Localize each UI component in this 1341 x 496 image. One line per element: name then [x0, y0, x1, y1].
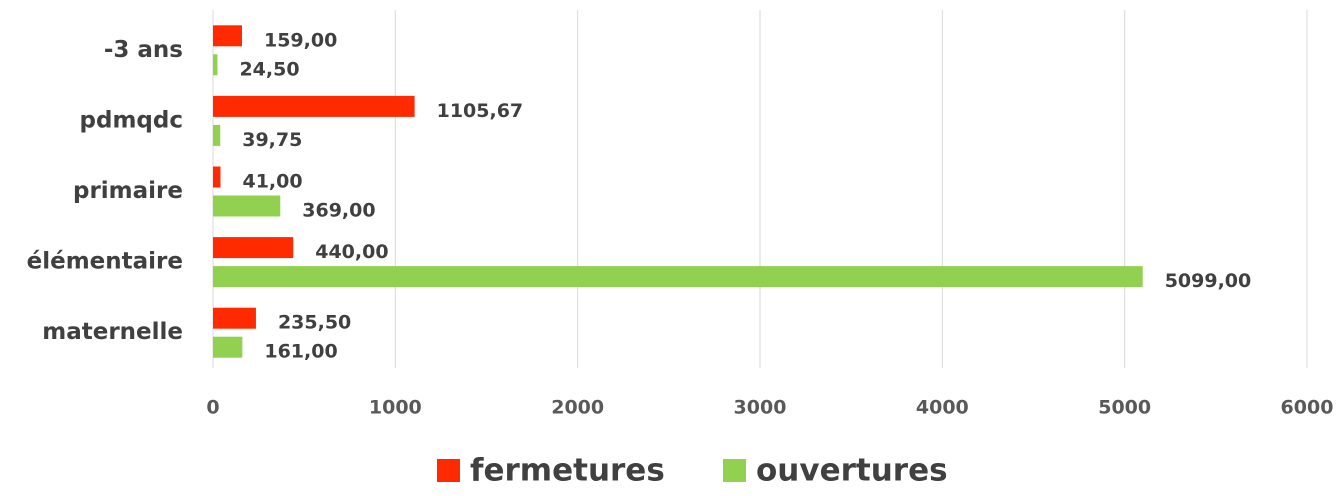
- bar: [213, 25, 242, 47]
- category-label: pdmqdc: [80, 107, 183, 133]
- bar: [213, 336, 243, 358]
- value-label: 5099,00: [1165, 270, 1252, 292]
- value-label: 440,00: [315, 241, 388, 263]
- legend-label: fermetures: [470, 453, 665, 489]
- bar: [213, 266, 1143, 288]
- value-label: 235,50: [278, 312, 351, 334]
- legend-swatch: [723, 459, 746, 482]
- x-tick-label: 2000: [551, 397, 604, 419]
- value-label: 159,00: [264, 29, 337, 51]
- bar: [213, 195, 281, 217]
- category-label: élémentaire: [27, 249, 183, 275]
- x-tick-label: 6000: [1281, 397, 1334, 419]
- value-label: 1105,67: [437, 100, 524, 122]
- category-label: maternelle: [42, 319, 183, 345]
- value-label: 39,75: [242, 129, 302, 151]
- category-label: -3 ans: [104, 37, 183, 63]
- value-label: 41,00: [242, 171, 302, 193]
- bar: [213, 54, 218, 76]
- bar: [213, 237, 294, 259]
- legend-label: ouvertures: [756, 453, 948, 489]
- value-label: 369,00: [302, 200, 375, 222]
- x-tick-label: 1000: [369, 397, 422, 419]
- bar: [213, 95, 415, 117]
- x-tick-label: 4000: [916, 397, 969, 419]
- value-label: 161,00: [264, 341, 337, 363]
- bar: [213, 166, 221, 188]
- x-tick-label: 5000: [1098, 397, 1151, 419]
- bar: [213, 124, 221, 146]
- bar: [213, 307, 256, 329]
- x-tick-label: 0: [206, 397, 219, 419]
- value-label: 24,50: [239, 58, 299, 80]
- category-label: primaire: [73, 178, 183, 204]
- x-tick-label: 3000: [734, 397, 787, 419]
- legend-swatch: [437, 459, 460, 482]
